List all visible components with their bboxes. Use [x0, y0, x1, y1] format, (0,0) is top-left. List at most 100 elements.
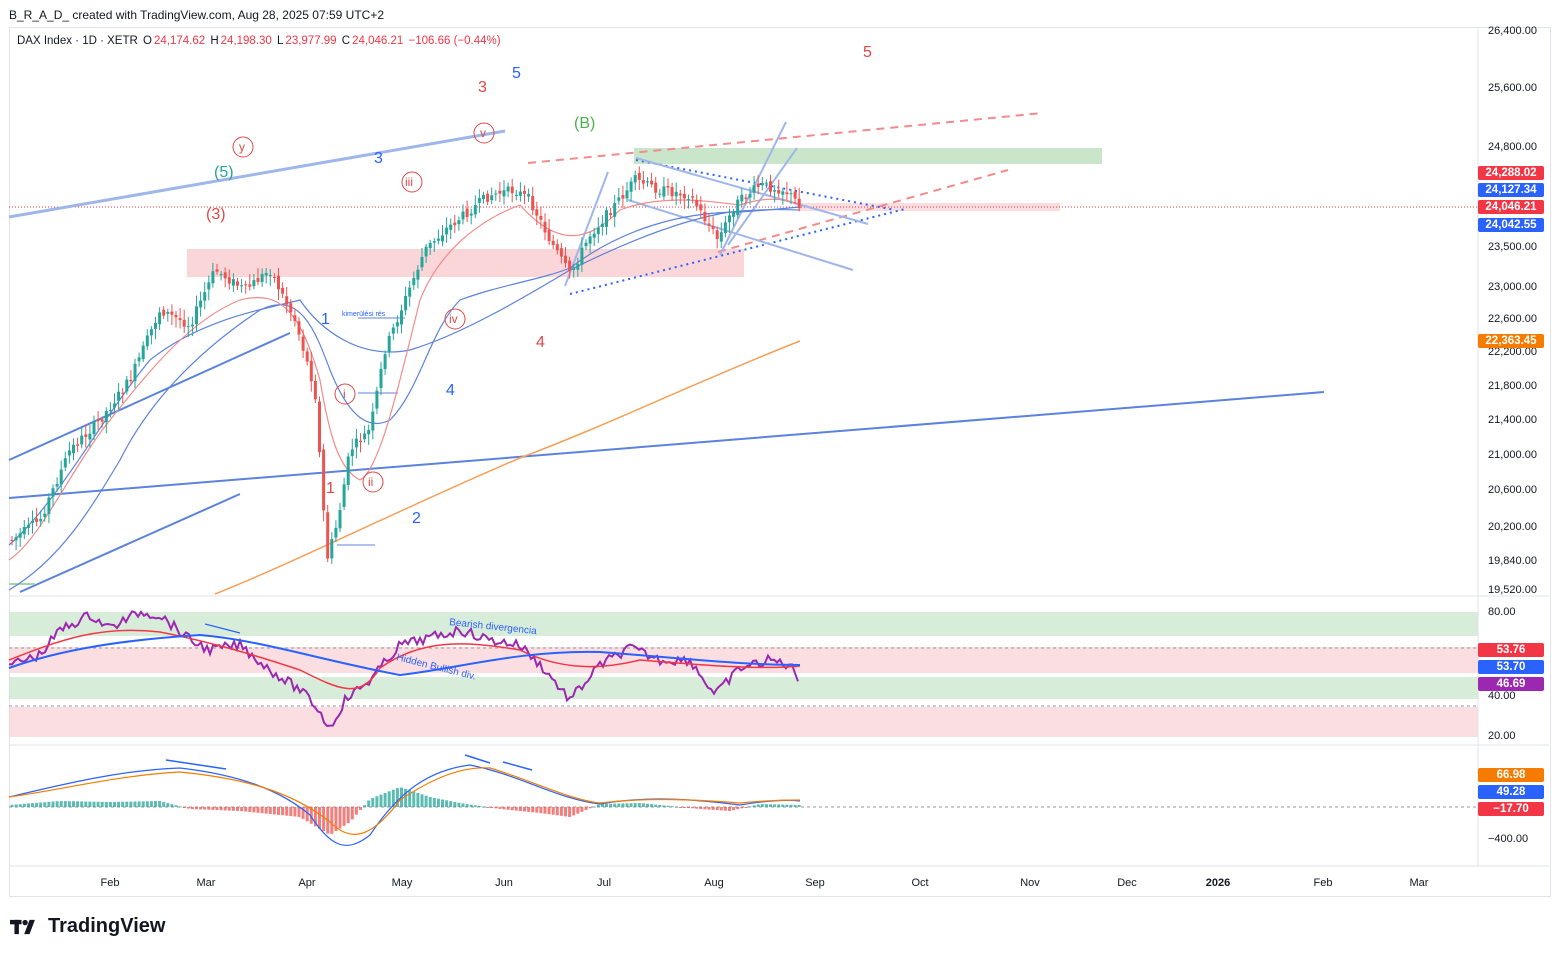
macd-histogram[interactable] [10, 787, 801, 834]
macd-hist-bar [539, 807, 543, 814]
macd-divergence-line[interactable] [464, 754, 491, 764]
candle-body [170, 311, 174, 315]
candle-body [527, 194, 531, 197]
trendline-lower-left[interactable] [8, 332, 291, 461]
macd-hist-bar [436, 798, 440, 807]
candle-body [277, 275, 280, 290]
time-axis-label: Dec [1117, 877, 1137, 889]
candle-body [240, 285, 244, 287]
macd-hist-bar [769, 804, 772, 807]
rsi-ma-line[interactable] [8, 629, 801, 690]
macd-hist-bar [108, 801, 112, 807]
macd-hist-bar [756, 804, 760, 807]
tag-last-price: 24,046.21 [1478, 200, 1544, 214]
main-pane-border [9, 27, 1551, 897]
macd-hist-bar [477, 805, 481, 807]
candle-body [404, 296, 408, 311]
channel-line[interactable] [635, 157, 869, 225]
channel-line[interactable] [627, 199, 854, 271]
candle-body [416, 269, 420, 280]
macd-hist-bar [605, 803, 608, 807]
macd-hist-bar [613, 803, 617, 807]
macd-hist-bar [596, 804, 600, 807]
macd-hist-bar [420, 794, 424, 807]
macd-hist-bar [453, 801, 457, 807]
dashed-upper-line[interactable] [527, 112, 1044, 164]
candle-body [703, 211, 707, 222]
trendline-long[interactable] [8, 391, 1325, 499]
macd-hist-bar [240, 807, 244, 812]
candle-body [248, 284, 252, 287]
candle-body [186, 326, 190, 328]
macd-hist-bar [646, 803, 649, 807]
macd-hist-bar [346, 807, 350, 824]
symbol-name[interactable]: DAX Index · 1D · XETR [17, 35, 138, 47]
price-axis-label: 22,600.00 [1488, 313, 1537, 325]
candle-body [498, 190, 502, 194]
macd-divergence-line[interactable] [502, 761, 533, 771]
macd-hist-bar [231, 807, 235, 811]
candle-body [420, 257, 424, 268]
macd-hist-bar [691, 807, 695, 809]
candle-body [39, 518, 43, 522]
macd-hist-bar [309, 807, 313, 824]
macd-axis-neg400: −400.00 [1488, 833, 1529, 845]
candle-body [272, 276, 276, 278]
dotted-triangle-lower[interactable] [569, 208, 906, 295]
trendline-bottom[interactable] [19, 493, 241, 593]
candle-body [121, 392, 125, 394]
ma-20-line[interactable] [8, 208, 801, 546]
divergence-line[interactable] [204, 623, 241, 634]
macd-hist-bar [244, 807, 248, 812]
ma-10-line[interactable] [8, 198, 801, 561]
macd-hist-bar [682, 807, 686, 808]
macd-hist-bar [375, 796, 379, 807]
candle-body [568, 260, 572, 271]
trendline-upper-channel[interactable] [8, 129, 506, 219]
macd-hist-bar [318, 807, 321, 829]
rsi-ma2-line[interactable] [8, 633, 801, 677]
candle-body [564, 255, 567, 264]
macd-hist-bar [531, 807, 535, 813]
ma-200-line[interactable] [214, 340, 801, 595]
channel-line[interactable] [727, 147, 798, 246]
wave-1-red-label: 1 [326, 480, 335, 497]
macd-hist-bar [609, 803, 613, 807]
macd-hist-bar [482, 806, 485, 808]
macd-hist-bar [416, 792, 420, 807]
candle-body [559, 248, 563, 257]
macd-signal-line[interactable] [8, 767, 801, 836]
macd-hist-bar [166, 803, 170, 807]
candle-body [691, 196, 695, 198]
candle-body [723, 222, 727, 233]
candle-body [141, 345, 145, 360]
candle-body [510, 186, 514, 194]
macd-hist-bar [227, 807, 231, 811]
candle-body [408, 287, 412, 297]
macd-hist-bar [141, 801, 145, 807]
candle-body [650, 180, 654, 185]
dotted-triangle-upper[interactable] [635, 159, 896, 211]
price-axis-label: 22,200.00 [1488, 346, 1537, 358]
candle-body [777, 190, 781, 194]
candle-body [96, 419, 100, 421]
macd-hist-bar [654, 804, 658, 807]
macd-hist-bar [797, 804, 801, 807]
candle-body [104, 411, 108, 423]
macd-divergence-line[interactable] [165, 759, 227, 770]
macd-hist-bar [662, 805, 666, 807]
macd-hist-bar [338, 807, 342, 829]
tag-macd-hist: −17.70 [1478, 802, 1544, 816]
macd-hist-bar [260, 807, 264, 814]
candle-body [453, 222, 457, 226]
candle-body [326, 512, 330, 559]
macd-hist-bar [773, 804, 777, 807]
candle-body [486, 193, 490, 202]
change-value: −106.66 (−0.44%) [408, 35, 501, 47]
candle-body [781, 191, 785, 195]
candlesticks[interactable] [10, 166, 801, 564]
tradingview-brand[interactable]: TradingView [10, 915, 165, 938]
ma-50-line[interactable] [8, 206, 801, 591]
macd-hist-bar [650, 804, 654, 807]
